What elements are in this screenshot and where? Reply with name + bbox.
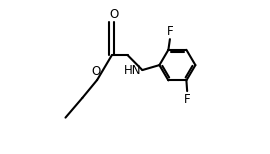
Text: O: O (92, 65, 101, 78)
Text: O: O (110, 8, 119, 21)
Text: HN: HN (124, 64, 141, 77)
Text: F: F (184, 93, 191, 106)
Text: F: F (167, 25, 174, 38)
